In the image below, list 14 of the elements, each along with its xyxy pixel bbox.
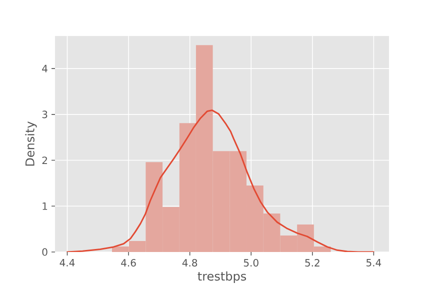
y-tick-label: 3 <box>42 110 48 118</box>
y-tick-label: 1 <box>42 202 48 210</box>
x-tick-label: 5.4 <box>366 259 382 266</box>
line-series <box>66 110 374 252</box>
x-axis-title: trestbps <box>198 271 246 284</box>
x-tick-label: 4.6 <box>121 259 136 267</box>
y-axis-title: Density <box>25 122 37 166</box>
x-tick-label: 4.4 <box>60 259 75 266</box>
x-tick-label: 4.8 <box>182 259 198 267</box>
x-tick-label: 5.0 <box>244 259 258 267</box>
y-tick-label: 4 <box>42 64 48 72</box>
y-tick-label: 0 <box>42 248 48 256</box>
x-tick-label: 5.2 <box>305 259 320 267</box>
y-tick-label: 2 <box>42 156 47 164</box>
